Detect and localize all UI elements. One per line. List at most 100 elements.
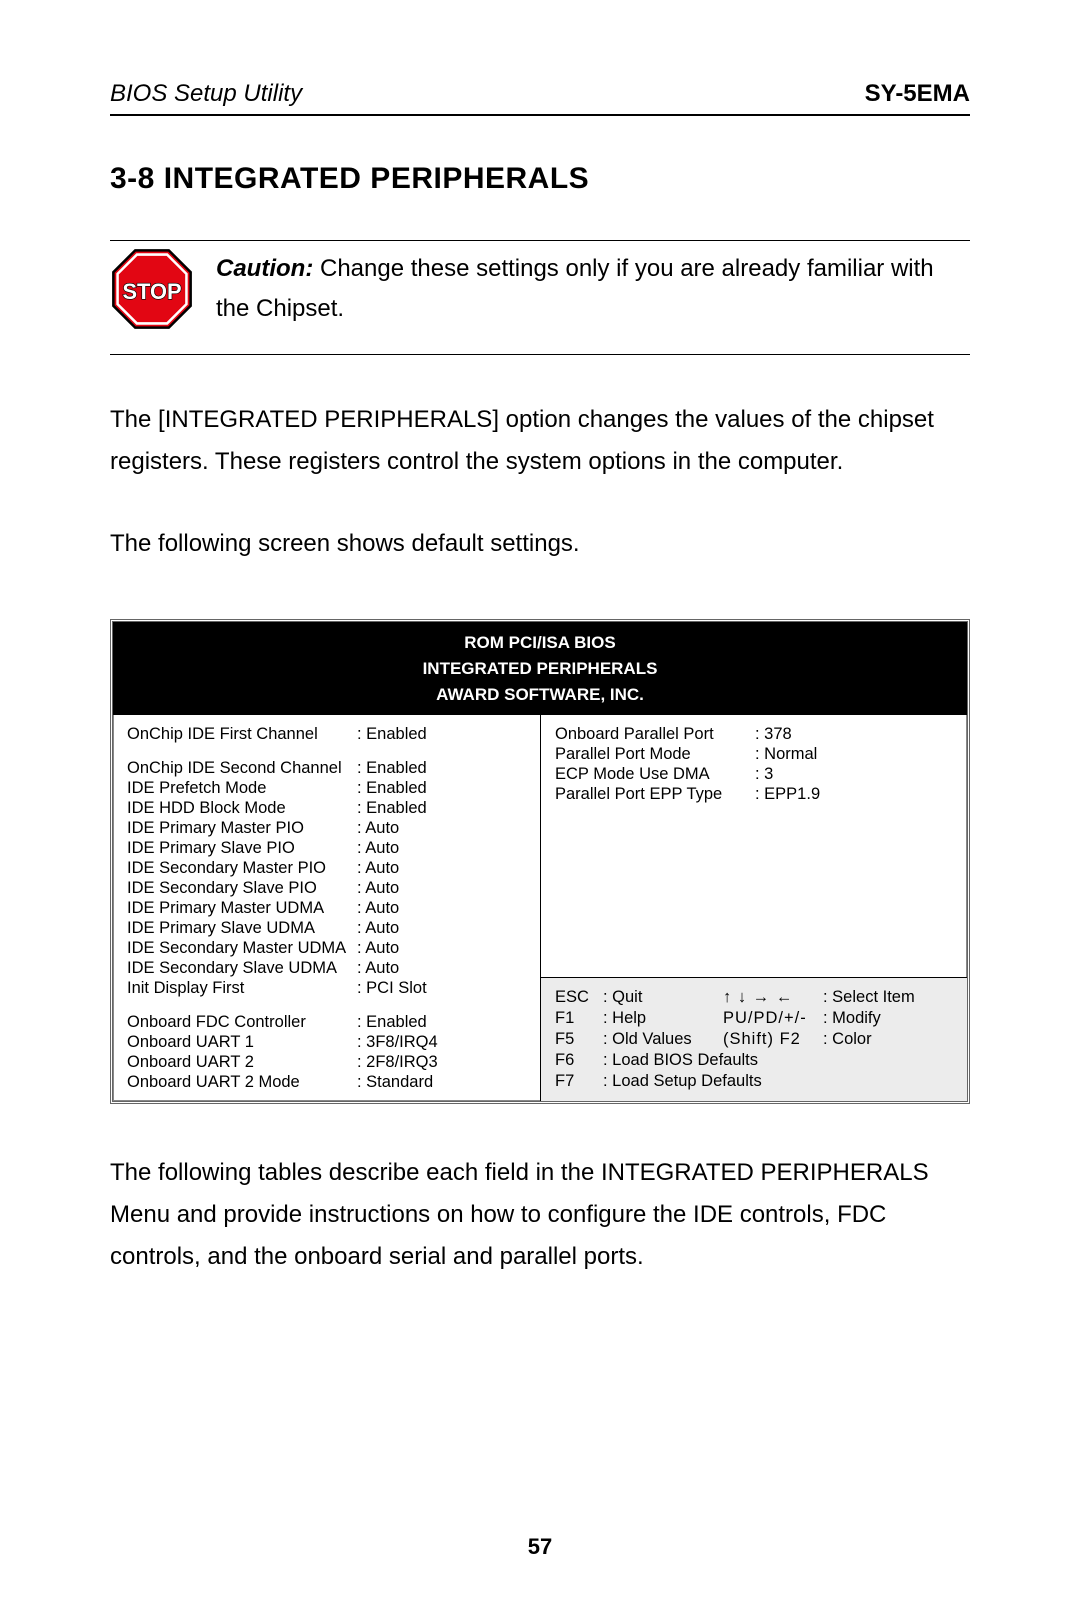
setting-row: IDE Primary Slave UDMA: Auto — [127, 919, 534, 939]
bios-header-line: INTEGRATED PERIPHERALS — [113, 656, 967, 682]
setting-value: : Auto — [357, 939, 534, 959]
bios-right-column: Onboard Parallel Port: 378Parallel Port … — [541, 715, 967, 1101]
key-name: ↑ ↓ → ← — [723, 988, 823, 1007]
setting-label: Parallel Port EPP Type — [555, 785, 755, 805]
key-name: F7 — [555, 1072, 603, 1091]
key-action: : Load BIOS Defaults — [603, 1051, 957, 1070]
setting-label: Onboard UART 2 Mode — [127, 1073, 357, 1093]
bios-body: OnChip IDE First Channel: EnabledOnChip … — [113, 715, 967, 1101]
paragraph-1: The [INTEGRATED PERIPHERALS] option chan… — [110, 399, 970, 483]
key-action: : Color — [823, 1030, 957, 1049]
setting-label: IDE Secondary Slave PIO — [127, 879, 357, 899]
bios-screen: ROM PCI/ISA BIOS INTEGRATED PERIPHERALS … — [110, 619, 970, 1104]
header-right: SY-5EMA — [865, 80, 970, 108]
setting-value: : Auto — [357, 959, 534, 979]
setting-label: Onboard FDC Controller — [127, 1013, 357, 1033]
setting-row: Onboard UART 2: 2F8/IRQ3 — [127, 1053, 534, 1073]
setting-value: : Enabled — [357, 799, 534, 819]
key-name: F5 — [555, 1030, 603, 1049]
setting-label: Parallel Port Mode — [555, 745, 755, 765]
key-name: F1 — [555, 1009, 603, 1028]
setting-label: IDE Prefetch Mode — [127, 779, 357, 799]
setting-label: IDE Primary Slave PIO — [127, 839, 357, 859]
key-action: : Help — [603, 1009, 723, 1028]
setting-value: : Auto — [357, 879, 534, 899]
caution-body: Change these settings only if you are al… — [216, 255, 934, 322]
setting-value: : PCI Slot — [357, 979, 534, 999]
header-left: BIOS Setup Utility — [110, 80, 302, 108]
setting-value: : Enabled — [357, 725, 534, 745]
setting-row: IDE Primary Slave PIO: Auto — [127, 839, 534, 859]
setting-label: IDE Secondary Master PIO — [127, 859, 357, 879]
setting-row: Init Display First: PCI Slot — [127, 979, 534, 999]
setting-value: : Auto — [357, 819, 534, 839]
setting-row: Onboard UART 2 Mode: Standard — [127, 1073, 534, 1093]
setting-row: ECP Mode Use DMA: 3 — [555, 765, 957, 785]
bios-header: ROM PCI/ISA BIOS INTEGRATED PERIPHERALS … — [113, 622, 967, 715]
setting-value: : Enabled — [357, 779, 534, 799]
setting-label: IDE Primary Master PIO — [127, 819, 357, 839]
setting-row: Onboard FDC Controller: Enabled — [127, 1013, 534, 1033]
stop-icon: STOP — [110, 249, 194, 344]
setting-value: : 3F8/IRQ4 — [357, 1033, 534, 1053]
setting-label: IDE Secondary Slave UDMA — [127, 959, 357, 979]
caution-block: STOP Caution: Change these settings only… — [110, 240, 970, 355]
bios-header-line: ROM PCI/ISA BIOS — [113, 630, 967, 656]
setting-row: IDE Secondary Slave UDMA: Auto — [127, 959, 534, 979]
setting-label: Onboard UART 2 — [127, 1053, 357, 1073]
setting-value: : Auto — [357, 839, 534, 859]
setting-label: IDE HDD Block Mode — [127, 799, 357, 819]
key-action: : Modify — [823, 1009, 957, 1028]
bios-key-help: ESC: Quit↑ ↓ → ←: Select Item F1: HelpPU/… — [541, 977, 967, 1101]
caution-text-wrap: STOP Caution: Change these settings only… — [110, 240, 970, 355]
setting-label: OnChip IDE Second Channel — [127, 759, 357, 779]
caution-text: Caution: Change these settings only if y… — [216, 249, 970, 328]
setting-value: : Auto — [357, 919, 534, 939]
setting-value: : Auto — [357, 899, 534, 919]
setting-value: : 2F8/IRQ3 — [357, 1053, 534, 1073]
setting-value: : Enabled — [357, 759, 534, 779]
setting-value: : Standard — [357, 1073, 534, 1093]
setting-row: IDE Primary Master PIO: Auto — [127, 819, 534, 839]
setting-row: Parallel Port Mode: Normal — [555, 745, 957, 765]
key-action: : Old Values — [603, 1030, 723, 1049]
setting-value: : EPP1.9 — [755, 785, 957, 805]
setting-value: : Auto — [357, 859, 534, 879]
setting-label: Init Display First — [127, 979, 357, 999]
bios-left-column: OnChip IDE First Channel: EnabledOnChip … — [113, 715, 541, 1101]
section-title: 3-8 INTEGRATED PERIPHERALS — [110, 162, 970, 196]
key-action: : Quit — [603, 988, 723, 1007]
setting-row: OnChip IDE Second Channel: Enabled — [127, 759, 534, 779]
setting-row: Parallel Port EPP Type: EPP1.9 — [555, 785, 957, 805]
setting-label: IDE Primary Slave UDMA — [127, 919, 357, 939]
key-action: : Load Setup Defaults — [603, 1072, 957, 1091]
setting-row: IDE Secondary Master UDMA: Auto — [127, 939, 534, 959]
setting-value: : Normal — [755, 745, 957, 765]
setting-row: IDE HDD Block Mode: Enabled — [127, 799, 534, 819]
page: BIOS Setup Utility SY-5EMA 3-8 INTEGRATE… — [0, 0, 1080, 1618]
key-name: (Shift) F2 — [723, 1030, 823, 1049]
setting-label: Onboard Parallel Port — [555, 725, 755, 745]
svg-text:STOP: STOP — [122, 279, 181, 304]
setting-row: IDE Secondary Master PIO: Auto — [127, 859, 534, 879]
key-name: PU/PD/+/- — [723, 1009, 823, 1028]
setting-row: OnChip IDE First Channel: Enabled — [127, 725, 534, 745]
setting-row: IDE Secondary Slave PIO: Auto — [127, 879, 534, 899]
bios-right-settings: Onboard Parallel Port: 378Parallel Port … — [541, 715, 967, 977]
setting-row: Onboard UART 1: 3F8/IRQ4 — [127, 1033, 534, 1053]
setting-value: : 3 — [755, 765, 957, 785]
setting-label: IDE Secondary Master UDMA — [127, 939, 357, 959]
setting-label: OnChip IDE First Channel — [127, 725, 357, 745]
page-number: 57 — [0, 1534, 1080, 1560]
paragraph-2: The following screen shows default setti… — [110, 523, 970, 565]
setting-row: IDE Prefetch Mode: Enabled — [127, 779, 534, 799]
bios-header-line: AWARD SOFTWARE, INC. — [113, 682, 967, 708]
paragraph-3: The following tables describe each field… — [110, 1152, 970, 1278]
setting-label: Onboard UART 1 — [127, 1033, 357, 1053]
key-name: F6 — [555, 1051, 603, 1070]
caution-label: Caution: — [216, 255, 313, 282]
setting-label: IDE Primary Master UDMA — [127, 899, 357, 919]
key-action: : Select Item — [823, 988, 957, 1007]
key-name: ESC — [555, 988, 603, 1007]
setting-row: IDE Primary Master UDMA: Auto — [127, 899, 534, 919]
